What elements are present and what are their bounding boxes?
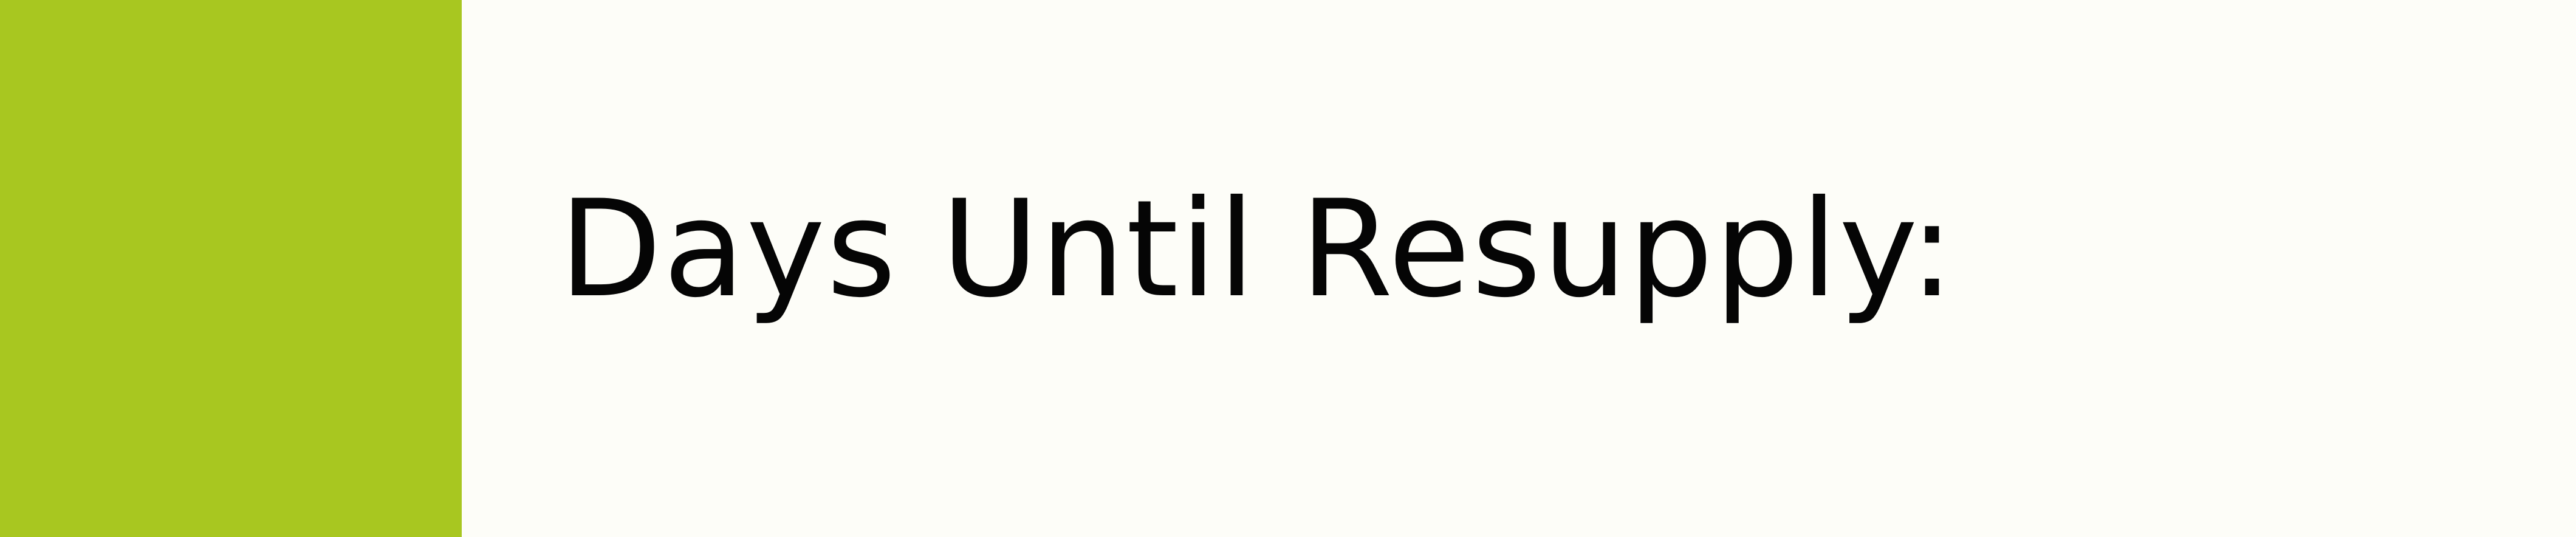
accent-bar <box>0 0 462 537</box>
heading-label: Days Until Resupply: <box>559 171 1956 327</box>
